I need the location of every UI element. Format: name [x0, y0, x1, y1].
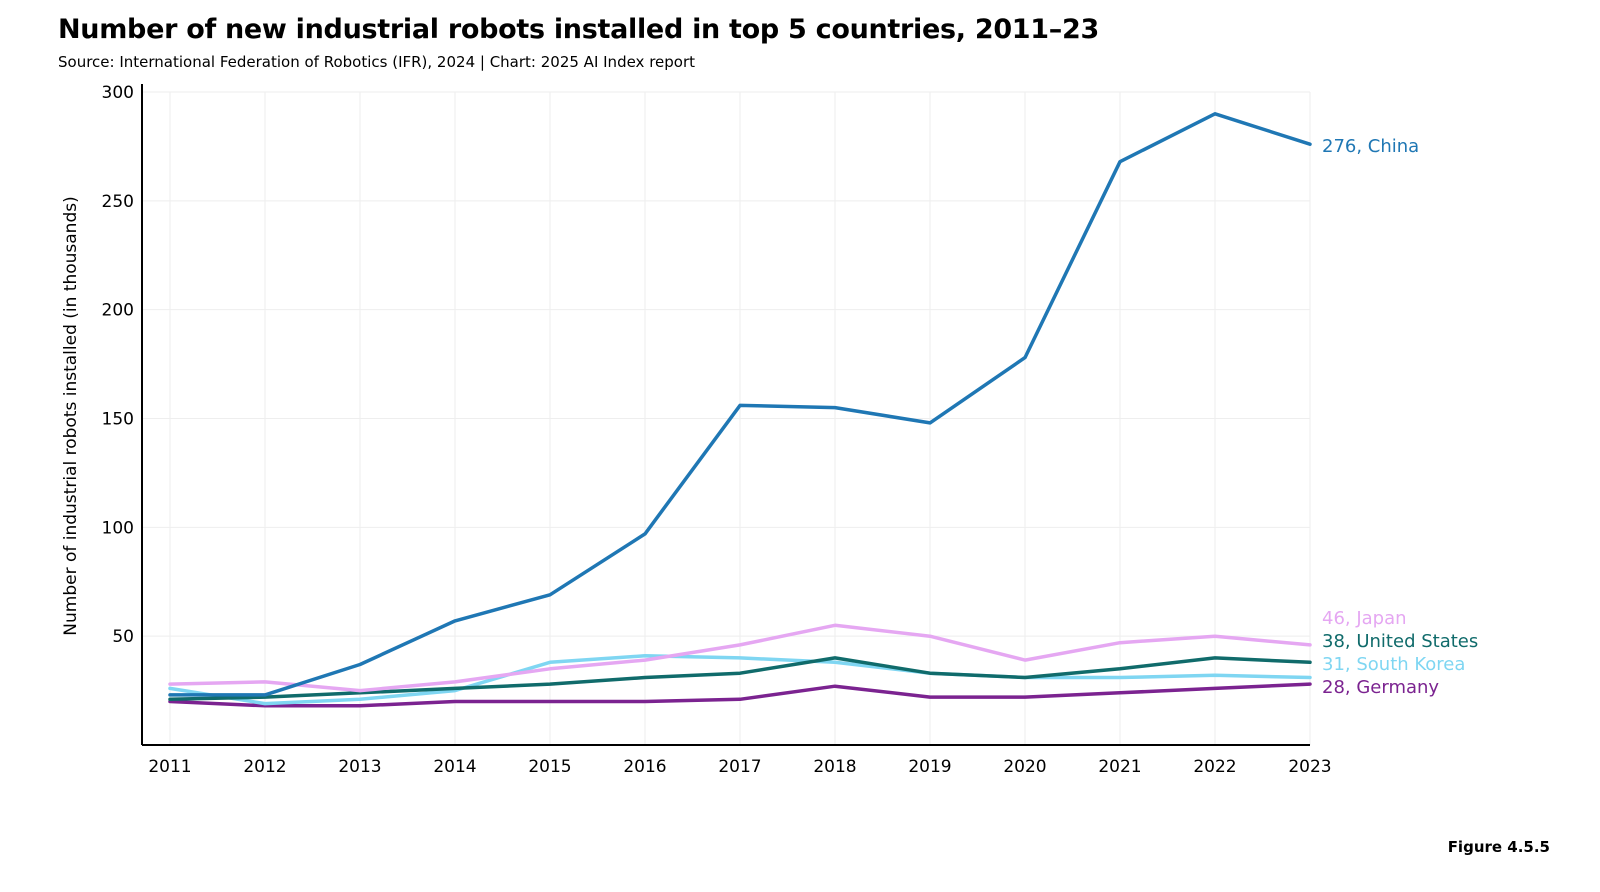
x-tick-label: 2019	[908, 757, 951, 777]
series-line-japan	[168, 623, 1312, 693]
x-tick-label: 2017	[718, 757, 761, 777]
series-line-south-korea	[168, 654, 1312, 706]
x-tick-label: 2012	[243, 757, 286, 777]
end-label-germany: 28, Germany	[1322, 677, 1439, 698]
y-tick-label: 300	[102, 83, 134, 103]
x-tick-label: 2021	[1098, 757, 1141, 777]
axes: 50 100 150 200 250 300 2011 2012 2013 2014 2015 201…	[102, 83, 1332, 777]
end-label-united-states: 38, United States	[1322, 631, 1478, 652]
x-tick-label: 2014	[433, 757, 476, 777]
y-tick-label: 100	[102, 518, 134, 538]
y-tick-label: 250	[102, 192, 134, 212]
chart-subtitle: Source: International Federation of Robo…	[58, 53, 696, 71]
series-line-united-states	[168, 656, 1312, 702]
x-tick-label: 2023	[1288, 757, 1331, 777]
end-label-south-korea: 31, South Korea	[1322, 654, 1465, 675]
figure-label: Figure 4.5.5	[1447, 838, 1550, 856]
end-label-china: 276, China	[1322, 136, 1419, 157]
y-tick-label: 200	[102, 301, 134, 321]
y-tick-label: 150	[102, 410, 134, 430]
x-tick-label: 2013	[338, 757, 381, 777]
x-tick-label: 2018	[813, 757, 856, 777]
end-label-japan: 46, Japan	[1322, 608, 1407, 629]
x-tick-label: 2022	[1193, 757, 1236, 777]
series-lines	[168, 112, 1312, 708]
x-tick-label: 2011	[148, 757, 191, 777]
series-line-germany	[168, 682, 1312, 708]
x-tick-label: 2016	[623, 757, 666, 777]
x-tick-label: 2020	[1003, 757, 1046, 777]
y-axis-title: Number of industrial robots installed (i…	[61, 196, 81, 635]
x-tick-label: 2015	[528, 757, 571, 777]
y-tick-label: 50	[112, 627, 134, 647]
series-line-china	[168, 112, 1312, 697]
chart-title: Number of new industrial robots installe…	[58, 14, 1099, 45]
